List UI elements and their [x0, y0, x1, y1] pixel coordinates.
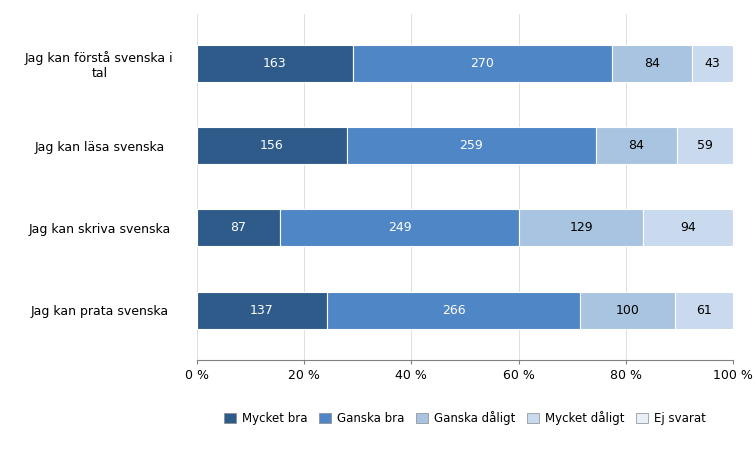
Text: 137: 137	[250, 304, 274, 317]
Bar	[197, 292, 327, 329]
Bar	[580, 292, 675, 329]
Bar	[197, 127, 346, 164]
Bar	[353, 45, 612, 82]
Bar	[692, 45, 733, 82]
Text: 270: 270	[470, 57, 494, 70]
Text: 61: 61	[696, 304, 712, 317]
Bar	[643, 209, 733, 246]
Bar	[346, 127, 596, 164]
Text: 94: 94	[680, 221, 696, 234]
Bar	[596, 127, 677, 164]
Bar	[197, 45, 353, 82]
Bar	[612, 45, 692, 82]
Text: 259: 259	[460, 139, 483, 152]
Text: 266: 266	[442, 304, 466, 317]
Text: 43: 43	[705, 57, 720, 70]
Text: 156: 156	[260, 139, 284, 152]
Bar	[519, 209, 643, 246]
Text: 84: 84	[628, 139, 644, 152]
Bar	[675, 292, 733, 329]
Legend: Mycket bra, Ganska bra, Ganska dåligt, Mycket dåligt, Ej svarat: Mycket bra, Ganska bra, Ganska dåligt, M…	[219, 406, 711, 430]
Bar	[197, 209, 280, 246]
Text: 59: 59	[697, 139, 713, 152]
Bar	[280, 209, 519, 246]
Text: 100: 100	[615, 304, 640, 317]
Bar	[677, 127, 733, 164]
Text: 84: 84	[644, 57, 660, 70]
Text: 163: 163	[263, 57, 287, 70]
Text: 249: 249	[388, 221, 411, 234]
Text: 129: 129	[569, 221, 593, 234]
Bar	[327, 292, 580, 329]
Text: 87: 87	[231, 221, 246, 234]
